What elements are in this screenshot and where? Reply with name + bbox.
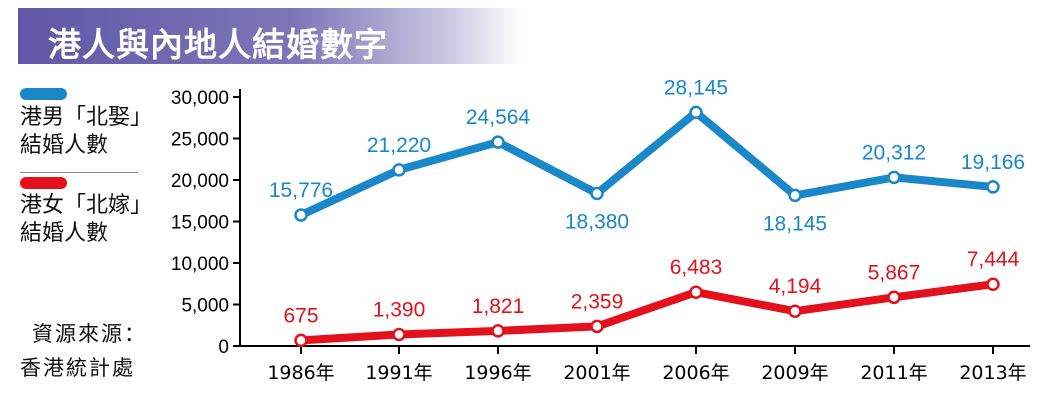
x-tick-label: 2006年	[662, 362, 729, 384]
data-label-female: 2,359	[571, 290, 624, 313]
x-tick-label: 2009年	[761, 362, 828, 384]
data-point-female	[493, 325, 504, 336]
data-point-male	[889, 172, 900, 183]
data-point-female	[394, 329, 405, 340]
x-tick-label: 1996年	[464, 362, 531, 384]
data-label-male: 18,145	[763, 212, 827, 235]
y-tick-label: 0	[218, 337, 229, 358]
y-tick-label: 10,000	[171, 254, 229, 275]
y-tick-label: 25,000	[171, 130, 229, 151]
data-point-female	[592, 321, 603, 332]
y-tick-label: 5,000	[181, 296, 229, 317]
y-tick-label: 30,000	[171, 88, 229, 109]
data-point-male	[592, 188, 603, 199]
data-label-male: 15,776	[269, 179, 333, 202]
data-label-male: 24,564	[466, 106, 531, 129]
y-tick-label: 15,000	[171, 213, 229, 234]
data-point-female	[691, 287, 702, 298]
data-label-male: 19,166	[961, 151, 1025, 174]
data-label-male: 20,312	[862, 141, 926, 164]
data-label-female: 7,444	[967, 248, 1020, 271]
data-label-female: 1,821	[472, 295, 525, 318]
x-tick-label: 2011年	[860, 362, 927, 384]
y-tick-label: 20,000	[171, 171, 229, 192]
x-tick-label: 1986年	[267, 362, 334, 384]
data-label-female: 675	[283, 304, 318, 327]
data-point-female	[790, 306, 801, 317]
data-point-female	[296, 335, 307, 346]
data-label-male: 28,145	[664, 76, 728, 99]
data-point-male	[493, 137, 504, 148]
data-label-female: 6,483	[670, 256, 723, 279]
data-point-male	[988, 181, 999, 192]
data-label-female: 4,194	[769, 275, 822, 298]
x-tick-label: 2001年	[563, 362, 630, 384]
data-point-male	[296, 210, 307, 221]
data-point-male	[790, 190, 801, 201]
x-tick-label: 2013年	[959, 362, 1026, 384]
data-label-female: 1,390	[373, 298, 426, 321]
data-point-female	[889, 292, 900, 303]
data-label-female: 5,867	[868, 261, 921, 284]
data-point-male	[394, 164, 405, 175]
x-tick-label: 1991年	[365, 362, 432, 384]
data-point-male	[691, 107, 702, 118]
data-point-female	[988, 279, 999, 290]
data-label-male: 18,380	[565, 210, 629, 233]
data-label-male: 21,220	[367, 134, 431, 157]
